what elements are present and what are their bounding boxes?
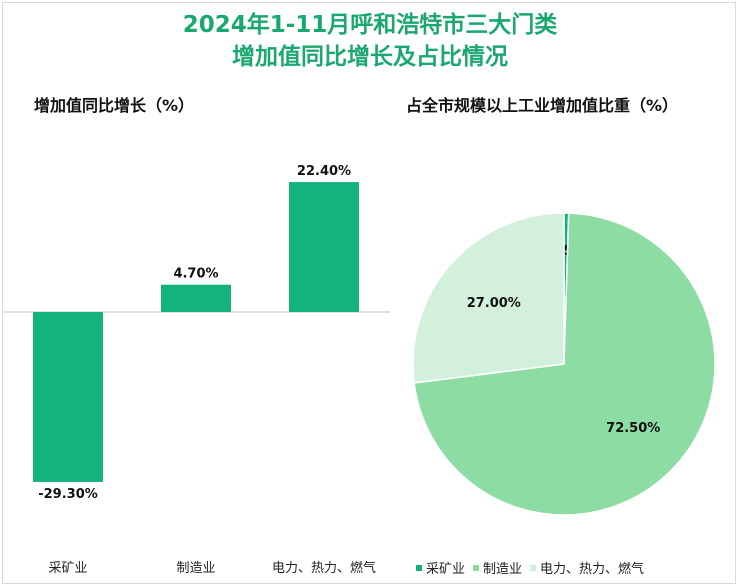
legend-swatch-1 <box>416 564 422 571</box>
pie-slice-3 <box>412 212 565 384</box>
legend-item-2: 制造业 <box>473 558 522 577</box>
bar-category-label-2: 制造业 <box>176 561 215 576</box>
pie-legend: 采矿业 制造业 电力、热力、燃气 <box>416 558 652 577</box>
legend-label-3: 电力、热力、燃气 <box>540 562 645 577</box>
pie-value-label-3: 27.00% <box>467 296 521 311</box>
bar-1 <box>33 312 103 482</box>
legend-item-1: 采矿业 <box>416 558 465 577</box>
bar-value-label-3: 22.40% <box>297 164 351 179</box>
chart-title-line1: 2024年1-11月呼和浩特市三大门类 <box>182 12 558 38</box>
legend-label-2: 制造业 <box>483 562 523 577</box>
bar-3 <box>289 182 359 312</box>
pie-chart-title: 占全市规模以上工业增加值比重（%） <box>406 96 679 115</box>
bar-category-label-3: 电力、热力、燃气 <box>272 560 376 576</box>
legend-swatch-2 <box>473 564 480 571</box>
legend-label-1: 采矿业 <box>426 562 466 577</box>
legend-swatch-3 <box>530 564 537 571</box>
bar-chart-title: 增加值同比增长（%） <box>34 96 195 115</box>
bar-value-label-2: 4.70% <box>173 267 218 282</box>
legend-item-3: 电力、热力、燃气 <box>530 558 644 577</box>
bar-category-label-1: 采矿业 <box>48 561 87 576</box>
bar-value-label-1: -29.30% <box>38 487 98 502</box>
pie-value-label-2: 72.50% <box>606 421 660 436</box>
bar-2 <box>161 284 231 312</box>
chart-title-line2: 增加值同比增长及占比情况 <box>232 44 508 70</box>
